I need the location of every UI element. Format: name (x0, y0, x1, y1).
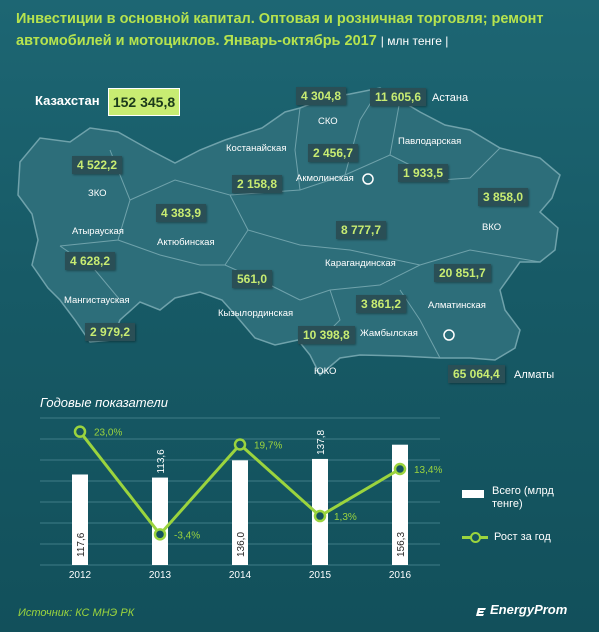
region-label-zhambyl: Жамбылская (360, 328, 418, 339)
logo-text: EnergyProm (490, 602, 568, 617)
region-label-karaganda: Карагандинская (325, 258, 396, 269)
region-value-almaty-region: 20 851,7 (434, 264, 491, 282)
region-label-yuko: ЮКО (314, 366, 337, 377)
growth-label-2014: 19,7% (254, 441, 282, 452)
region-label-atyrau: Атырауская (72, 226, 124, 237)
chart-title: Годовые показатели (40, 395, 168, 410)
region-label-kostanay: Костанайская (226, 143, 287, 154)
region-label-almaty-region: Алматинская (428, 300, 486, 311)
region-value-astana: 11 605,6 (370, 88, 427, 106)
bar-2012 (72, 474, 88, 565)
region-value-yuko: 10 398,8 (298, 326, 355, 344)
region-value-pavlodar: 1 933,5 (398, 164, 449, 182)
bar-2014 (232, 460, 248, 565)
region-label-akmola: Акмолинская (296, 173, 354, 184)
legend-label-bars: Всего (млрд тенге) (492, 485, 554, 510)
kazakhstan-value: 152 345,8 (108, 88, 180, 116)
legend-dot-icon (470, 532, 481, 543)
almaty-marker (443, 329, 455, 341)
x-tick-2016: 2016 (389, 570, 412, 581)
region-label-pavlodar: Павлодарская (398, 136, 462, 147)
page-title: Инвестиции в основной капитал. Оптовая и… (16, 11, 544, 49)
region-value-akmola: 2 456,7 (308, 144, 359, 162)
chart-bars: 117,6 113,6 136,0 137,8 156,3 (72, 429, 408, 565)
legend-swatch-bars (462, 490, 484, 498)
growth-point-2013 (153, 528, 167, 541)
bar-2013 (152, 477, 168, 565)
growth-label-2012: 23,0% (94, 428, 122, 439)
region-value-atyrau: 4 628,2 (65, 252, 116, 270)
growth-point-2012 (73, 425, 87, 438)
region-value-zko: 4 522,2 (72, 156, 123, 174)
unit-label: | млн тенге | (380, 34, 449, 48)
bar-label-2015: 137,8 (316, 429, 327, 454)
bar-label-2013: 113,6 (156, 449, 167, 474)
bar-label-2014: 136,0 (236, 532, 247, 557)
region-value-kyzylorda: 561,0 (232, 270, 273, 288)
growth-label-2016: 13,4% (414, 465, 442, 476)
bar-label-2016: 156,3 (396, 532, 407, 557)
bar-label-2012: 117,6 (76, 532, 87, 557)
growth-label-2015: 1,3% (334, 512, 357, 523)
x-tick-2014: 2014 (229, 570, 252, 581)
chart-line: 23,0% -3,4% 19,7% 1,3% 13,4% (73, 425, 442, 541)
region-value-karaganda: 8 777,7 (336, 221, 387, 239)
growth-point-2014 (233, 438, 247, 451)
source-note: Источник: КС МНЭ РК (18, 607, 135, 619)
region-label-sko: СКО (318, 116, 338, 127)
region-value-zhambyl: 3 861,2 (356, 295, 407, 313)
city-label-almaty: Алматы (514, 369, 555, 381)
growth-point-2015 (313, 509, 327, 523)
region-label-vko: ВКО (482, 222, 502, 233)
legend-label-line: Рост за год (494, 531, 551, 543)
region-value-almaty-city: 65 064,4 (448, 365, 505, 383)
region-value-sko: 4 304,8 (296, 87, 347, 105)
region-label-aktobe: Актюбинская (157, 237, 215, 248)
region-label-zko: ЗКО (88, 188, 107, 199)
region-label-mangystau: Мангистауская (64, 295, 130, 306)
region-label-kyzylorda: Кызылординская (218, 308, 294, 319)
x-tick-2015: 2015 (309, 570, 332, 581)
chart-x-ticks: 2012 2013 2014 2015 2016 (69, 570, 412, 581)
energyprom-logo-icon (476, 608, 486, 616)
region-value-vko: 3 858,0 (478, 188, 529, 206)
astana-marker (362, 173, 374, 185)
growth-point-2016 (393, 462, 407, 476)
bar-2016 (392, 444, 408, 565)
x-tick-2013: 2013 (149, 570, 172, 581)
growth-label-2013: -3,4% (174, 530, 200, 541)
city-label-astana: Астана (432, 92, 469, 104)
region-value-aktobe: 4 383,9 (156, 204, 207, 222)
x-tick-2012: 2012 (69, 570, 92, 581)
kazakhstan-label: Казахстан (35, 93, 100, 108)
region-value-kostanay: 2 158,8 (232, 175, 283, 193)
region-value-mangystau: 2 979,2 (85, 323, 136, 341)
